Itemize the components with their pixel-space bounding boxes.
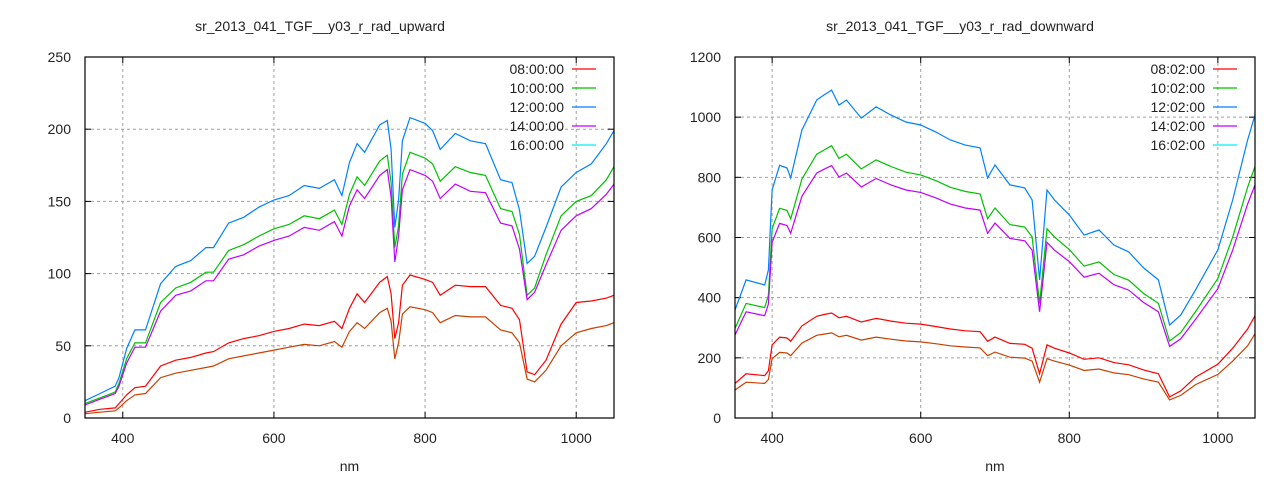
series-line-12-00-00 <box>84 116 615 402</box>
legend-label: 12:02:00 <box>1151 99 1206 115</box>
chart-title: sr_2013_041_TGF__y03_r_rad_downward <box>826 18 1094 34</box>
x-tick-label: 1000 <box>561 430 592 446</box>
x-tick-label: 800 <box>1058 430 1082 446</box>
series-line-14-00-00 <box>84 168 615 406</box>
x-axis-label: nm <box>985 458 1004 474</box>
legend-label: 16:00:00 <box>510 137 565 153</box>
y-tick-label: 600 <box>698 230 722 246</box>
y-tick-label: 0 <box>63 410 71 426</box>
chart-title: sr_2013_041_TGF__y03_r_rad_upward <box>195 18 445 34</box>
x-tick-label: 400 <box>760 430 784 446</box>
x-tick-label: 800 <box>413 430 437 446</box>
plot-frame <box>734 56 1256 419</box>
series-line-16-02-00 <box>734 332 1256 401</box>
y-tick-label: 100 <box>48 266 72 282</box>
legend-label: 08:00:00 <box>510 61 565 77</box>
x-tick-label: 400 <box>111 430 135 446</box>
y-tick-label: 400 <box>698 290 722 306</box>
x-tick-label: 600 <box>262 430 286 446</box>
series-line-12-02-00 <box>734 89 1256 327</box>
y-tick-label: 200 <box>698 350 722 366</box>
y-tick-label: 800 <box>698 169 722 185</box>
series-line-08-02-00 <box>734 312 1256 398</box>
legend-label: 14:02:00 <box>1151 118 1206 134</box>
legend-label: 12:00:00 <box>510 99 565 115</box>
y-tick-label: 0 <box>713 410 721 426</box>
x-tick-label: 1000 <box>1202 430 1233 446</box>
plot-frame <box>84 56 615 419</box>
y-tick-label: 150 <box>48 193 72 209</box>
y-tick-label: 200 <box>48 121 72 137</box>
legend-label: 14:00:00 <box>510 118 565 134</box>
y-tick-label: 250 <box>48 49 72 65</box>
series-line-16-00-00 <box>84 306 615 415</box>
x-tick-label: 600 <box>909 430 933 446</box>
y-tick-label: 1200 <box>690 49 721 65</box>
y-tick-label: 50 <box>55 338 71 354</box>
legend-label: 10:02:00 <box>1151 80 1206 96</box>
legend-label: 16:02:00 <box>1151 137 1206 153</box>
series-line-08-00-00 <box>84 274 615 413</box>
series-line-14-02-00 <box>734 164 1256 348</box>
x-axis-label: nm <box>340 458 359 474</box>
legend-label: 08:02:00 <box>1151 61 1206 77</box>
series-line-10-00-00 <box>84 151 615 405</box>
series-line-10-02-00 <box>734 144 1256 343</box>
legend-label: 10:00:00 <box>510 80 565 96</box>
y-tick-label: 1000 <box>690 109 721 125</box>
